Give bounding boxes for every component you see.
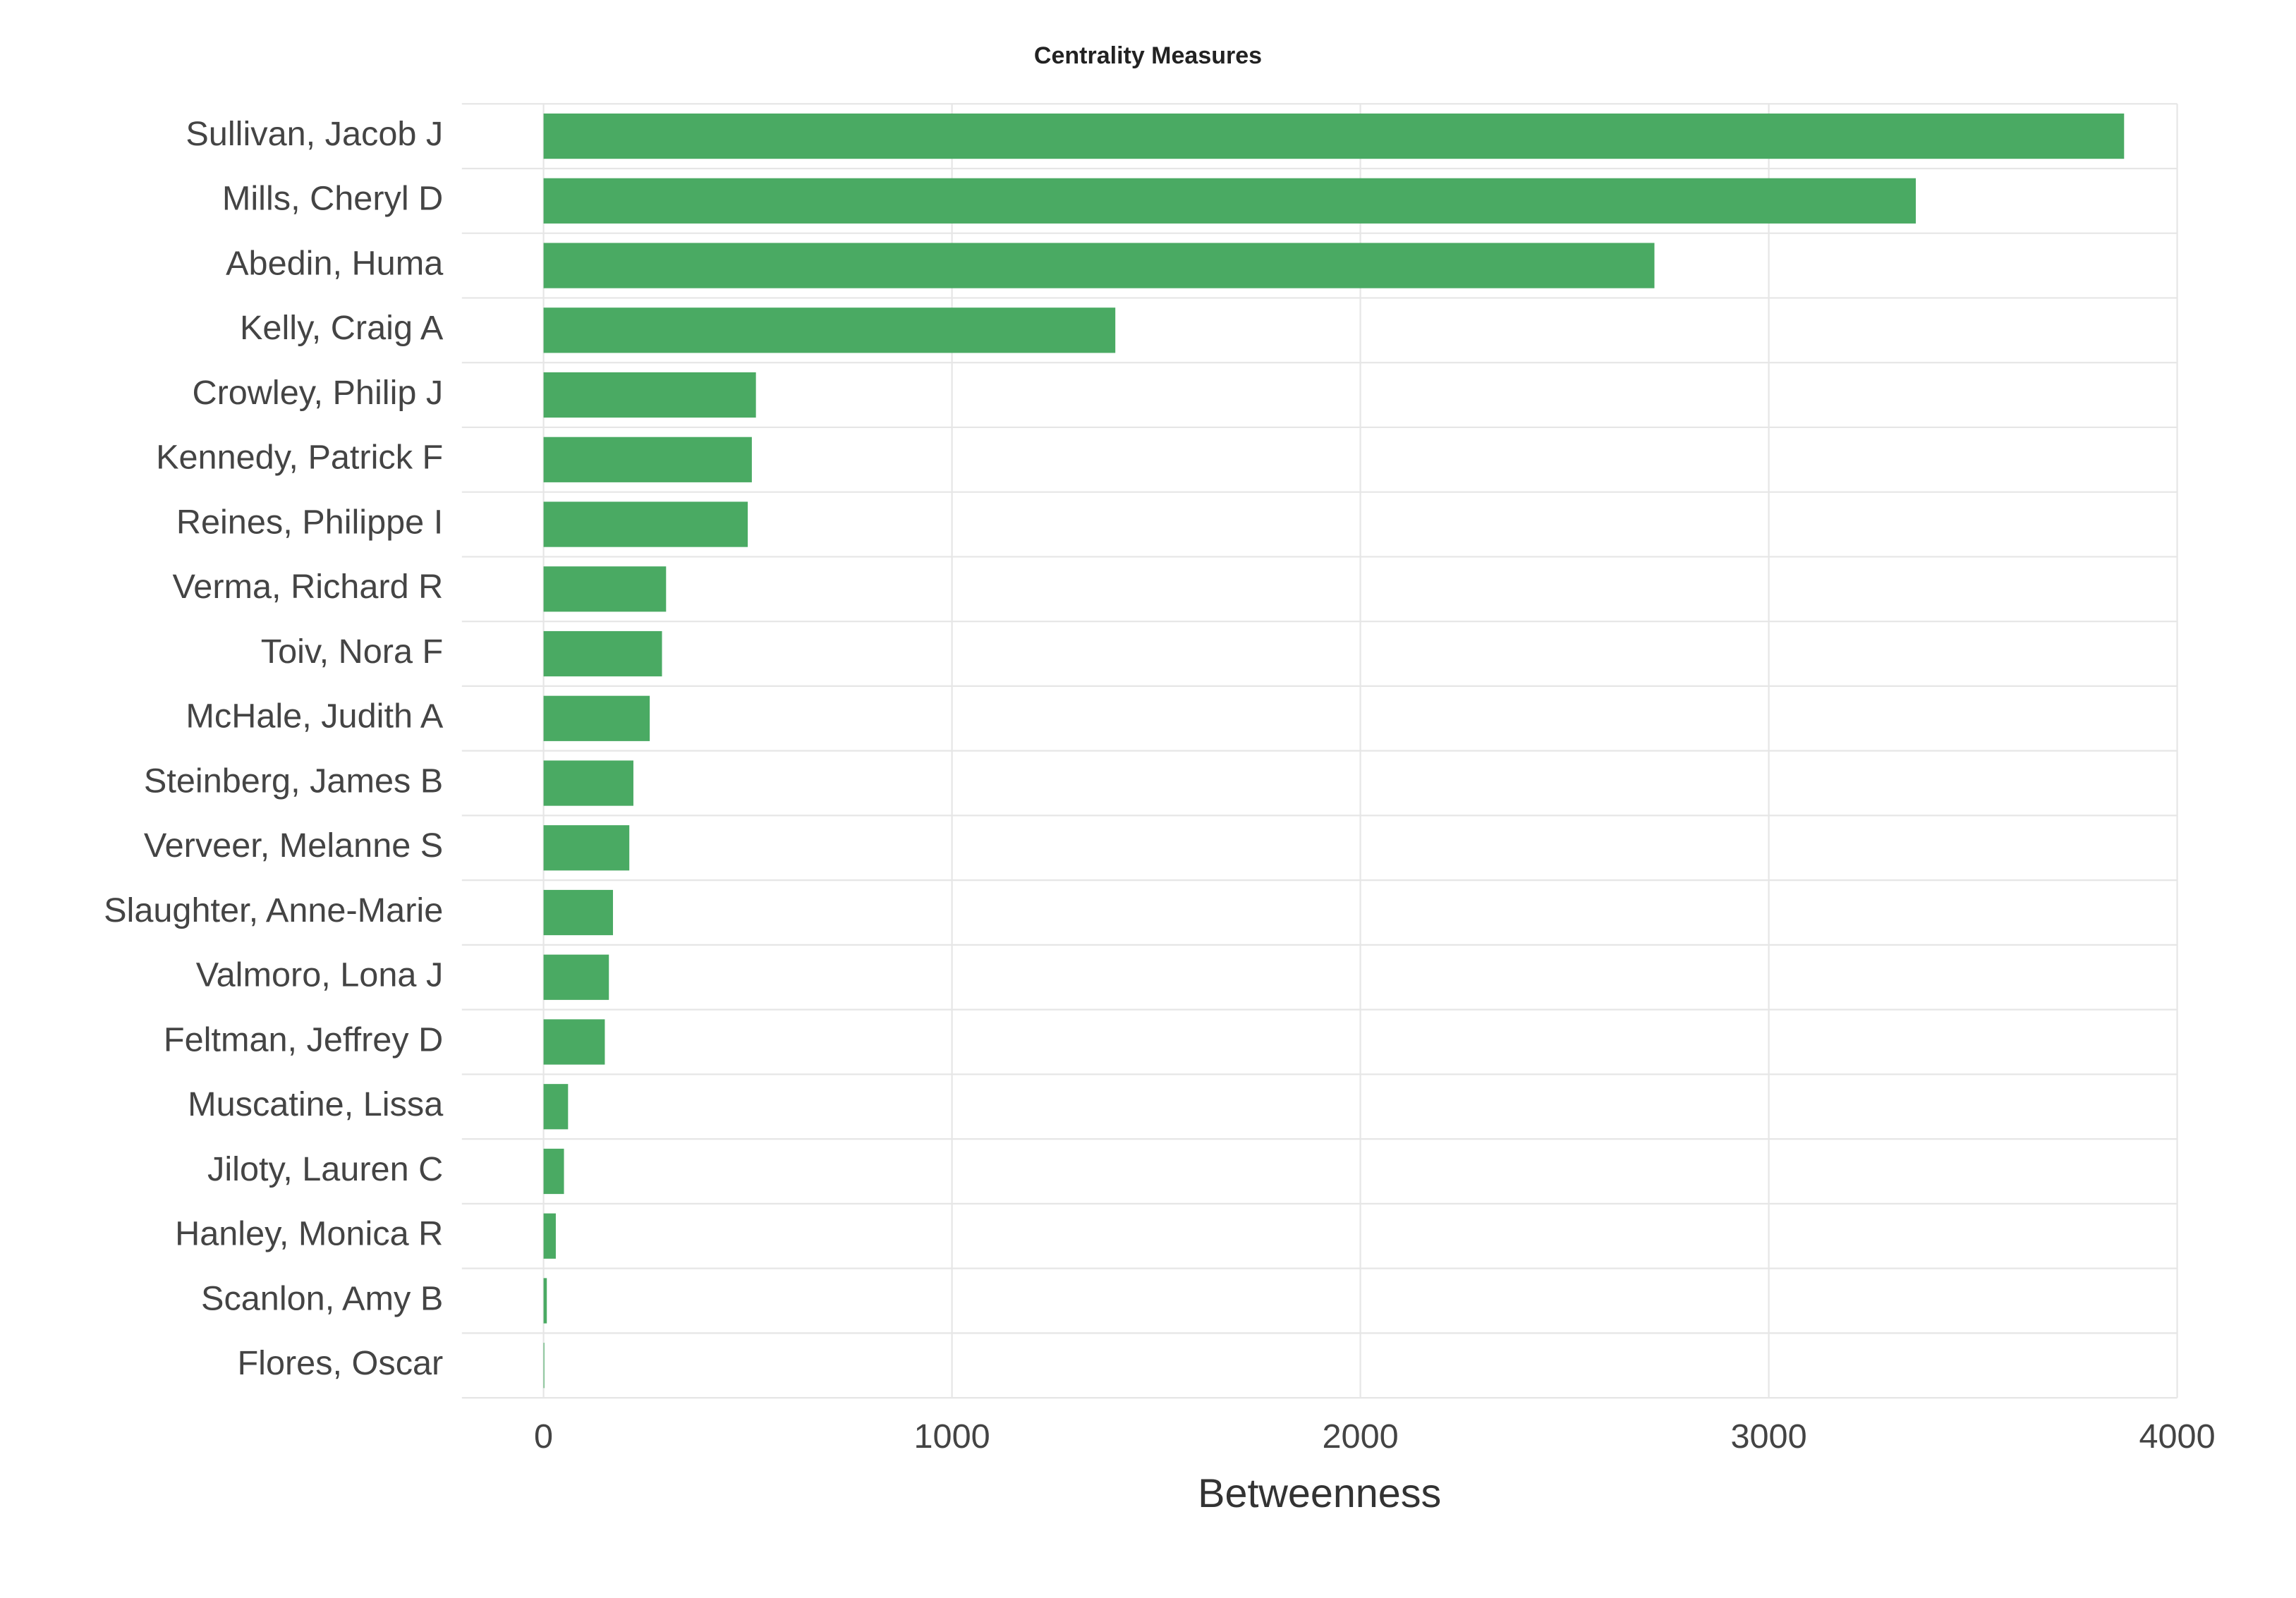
bar [544, 114, 2125, 159]
bar [544, 825, 630, 870]
x-axis-tick: 0 [534, 1417, 553, 1456]
y-axis-label: McHale, Judith A [186, 697, 443, 736]
y-axis-label: Mills, Cheryl D [222, 180, 443, 218]
chart-title: Centrality Measures [56, 42, 2240, 70]
y-axis-label: Slaughter, Anne-Marie [104, 891, 443, 929]
bar [544, 890, 613, 935]
y-axis-label: Crowley, Philip J [192, 374, 443, 412]
x-axis-tick: 1000 [913, 1417, 990, 1456]
y-axis-label: Valmoro, Lona J [196, 956, 443, 994]
y-axis-label: Kennedy, Patrick F [156, 439, 443, 477]
x-axis-tick: 3000 [1730, 1417, 1806, 1456]
bar [544, 1278, 547, 1323]
y-axis-label: Muscatine, Lissa [188, 1085, 444, 1123]
y-axis-label: Verveer, Melanne S [144, 827, 443, 865]
bar [544, 437, 752, 482]
bar [544, 955, 609, 1000]
bar [544, 243, 1655, 288]
bar [544, 760, 633, 805]
y-axis-label: Steinberg, James B [144, 762, 443, 800]
y-axis-label: Sullivan, Jacob J [186, 115, 443, 153]
bar-chart: Sullivan, Jacob J Mills, Cheryl D Abedin, … [56, 73, 2240, 1538]
bar [544, 1019, 605, 1064]
bar [544, 1214, 556, 1259]
x-axis-tick: 4000 [2139, 1417, 2215, 1456]
y-axis-label: Scanlon, Amy B [201, 1279, 443, 1317]
bar [544, 1084, 569, 1129]
y-axis-label: Abedin, Huma [226, 244, 444, 282]
chart-container: Centrality Measures Sullivan, Jacob J Mil… [0, 0, 2296, 1566]
y-axis-label: Toiv, Nora F [261, 633, 444, 671]
bar [544, 1343, 545, 1388]
y-axis-label: Hanley, Monica R [175, 1215, 443, 1253]
y-axis-label: Jiloty, Lauren C [207, 1150, 443, 1188]
y-axis-label: Feltman, Jeffrey D [164, 1020, 443, 1059]
x-axis-label: Betweenness [1198, 1471, 1441, 1516]
x-axis-tick: 2000 [1322, 1417, 1398, 1456]
y-axis-label: Reines, Philippe I [176, 503, 443, 541]
bar [544, 1149, 564, 1194]
bar [544, 566, 667, 611]
bar [544, 696, 650, 741]
bar [544, 631, 662, 676]
bar [544, 178, 1916, 224]
bar [544, 307, 1116, 353]
y-axis-label: Verma, Richard R [173, 568, 444, 606]
bar [544, 372, 756, 417]
bar [544, 501, 748, 547]
y-axis-label: Flores, Oscar [237, 1344, 443, 1382]
y-axis-label: Kelly, Craig A [240, 309, 444, 347]
